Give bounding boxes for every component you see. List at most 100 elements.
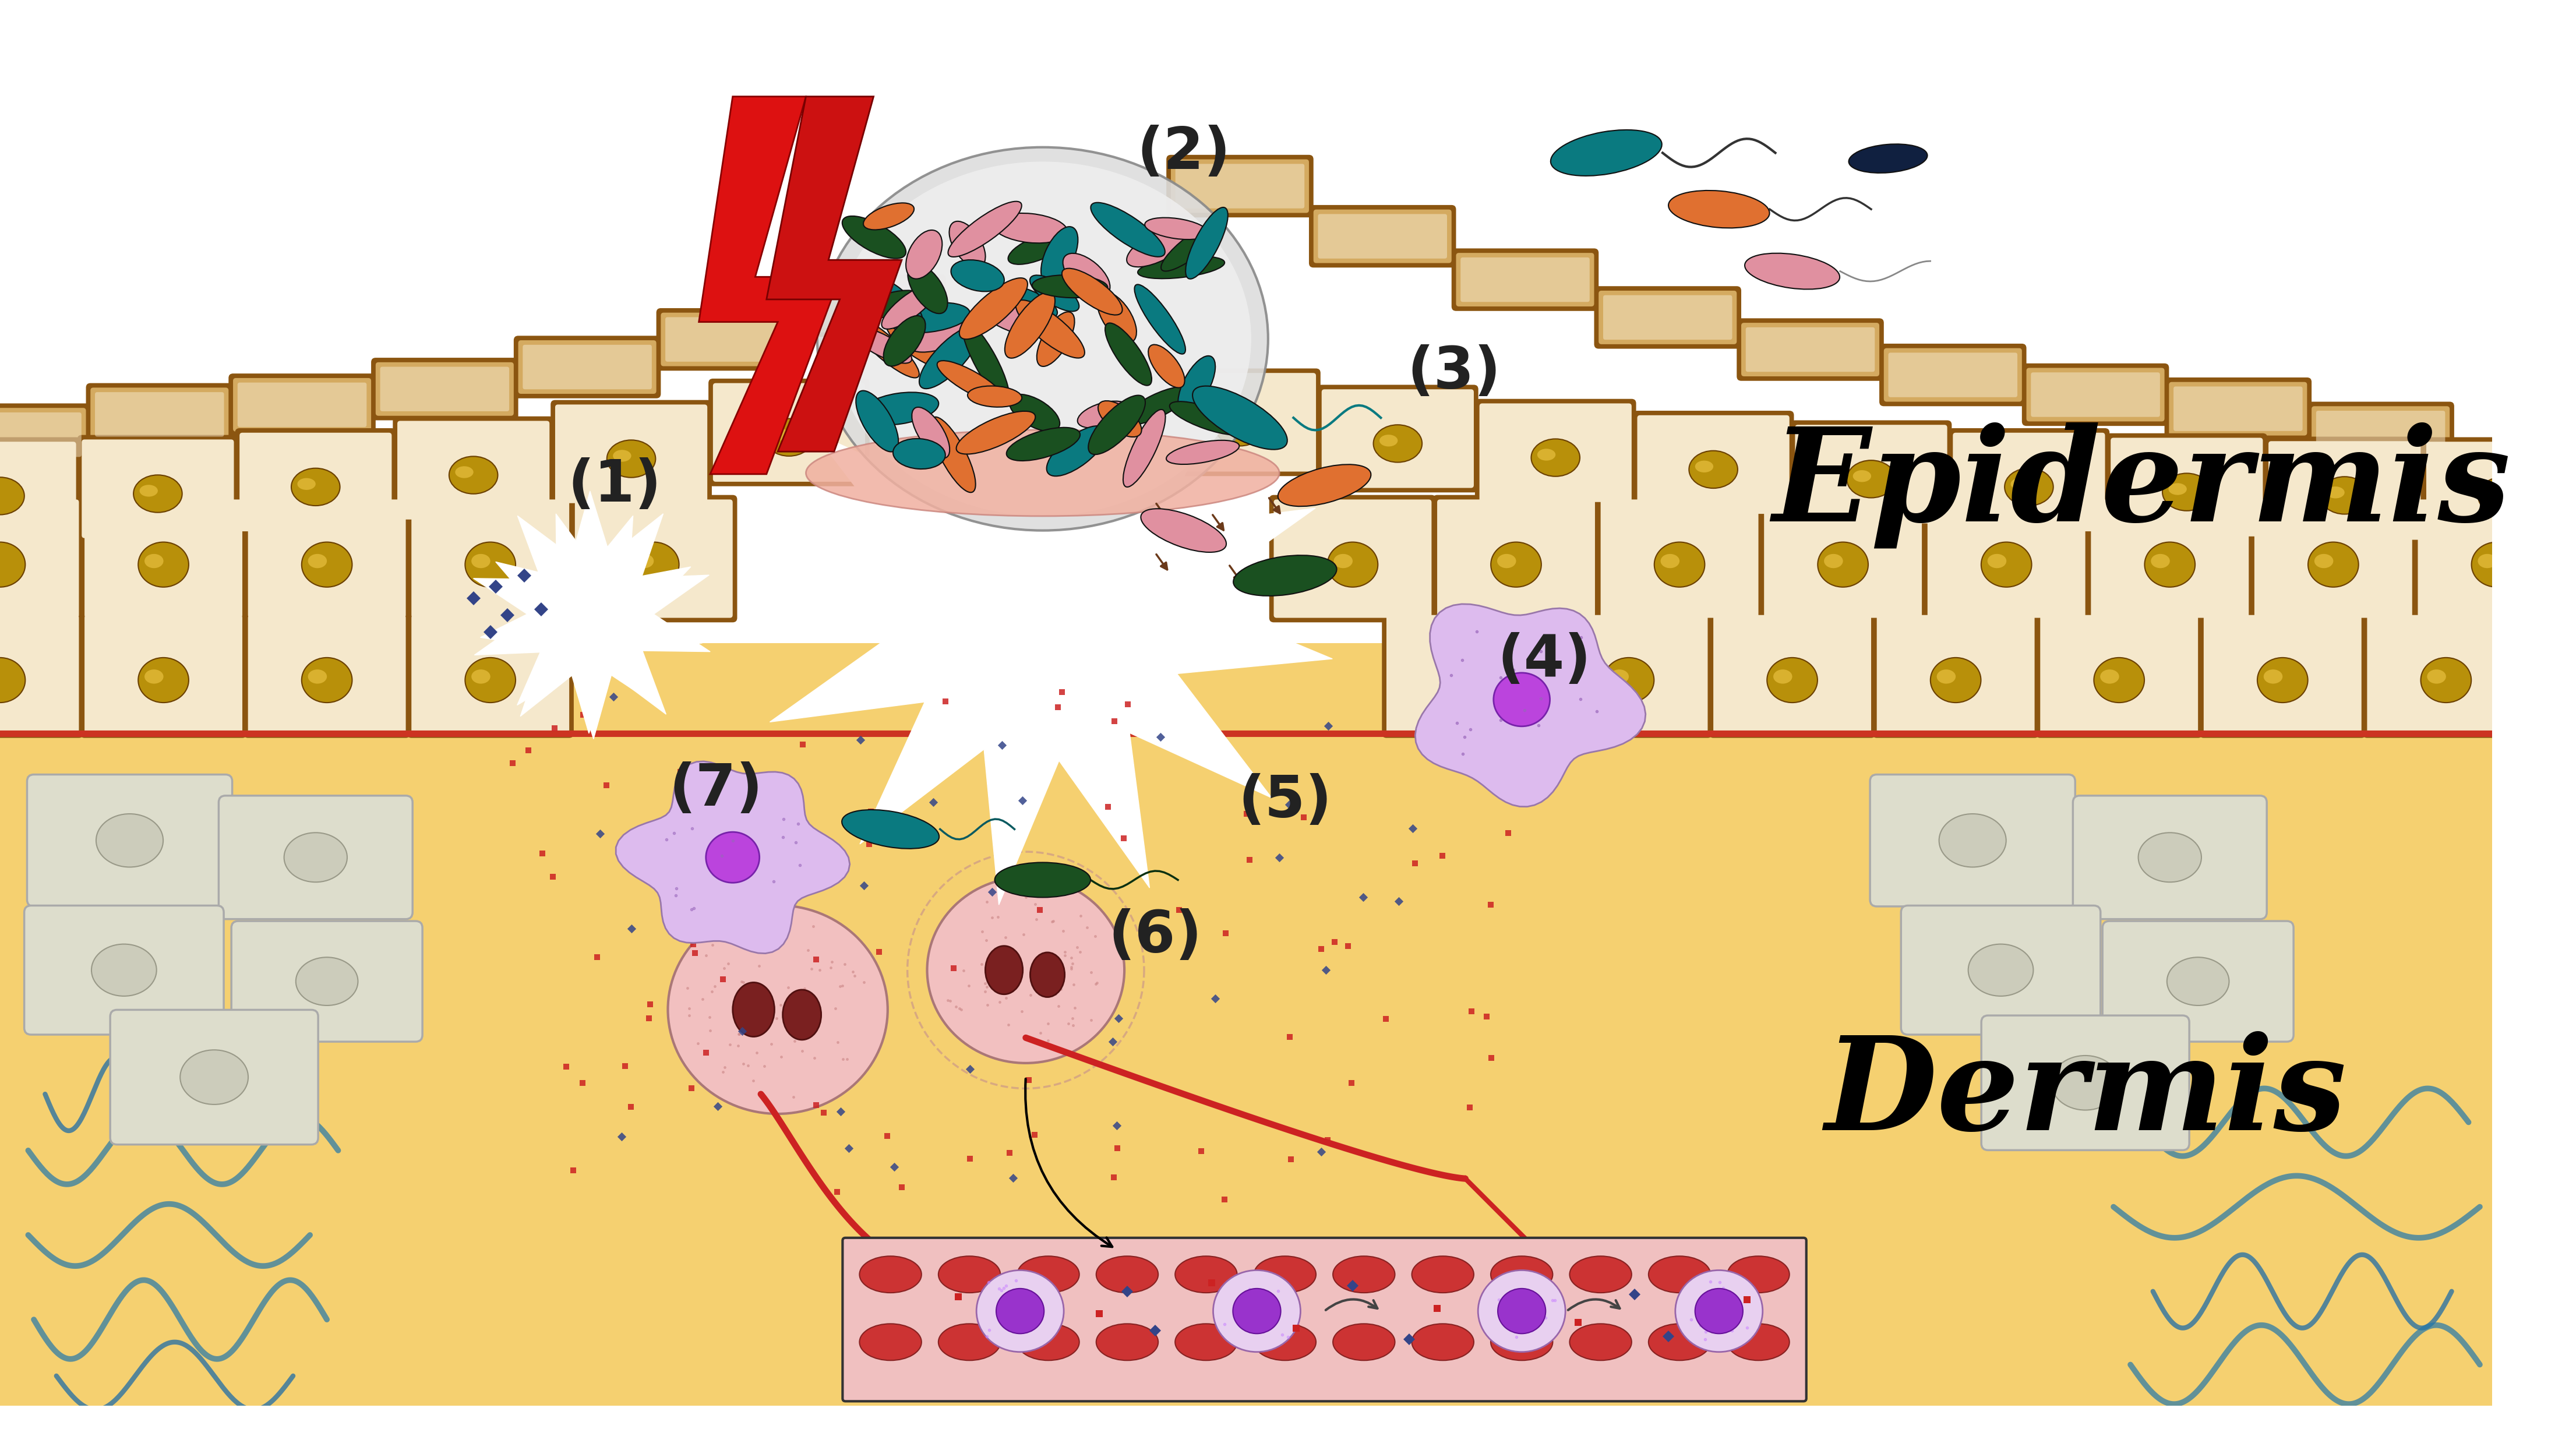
- Ellipse shape: [1373, 424, 1422, 463]
- Ellipse shape: [984, 946, 1023, 995]
- Ellipse shape: [180, 1050, 247, 1105]
- FancyBboxPatch shape: [1932, 504, 2081, 613]
- Ellipse shape: [2427, 669, 2447, 683]
- FancyBboxPatch shape: [1595, 286, 1741, 349]
- Point: [933, 956, 974, 979]
- Point: [1301, 1140, 1342, 1163]
- Point: [1476, 746, 1517, 769]
- Ellipse shape: [1497, 554, 1517, 569]
- Point: [672, 933, 714, 956]
- Ellipse shape: [608, 440, 654, 477]
- Ellipse shape: [871, 279, 922, 329]
- FancyBboxPatch shape: [1175, 164, 1303, 209]
- Ellipse shape: [1015, 300, 1084, 359]
- Point: [562, 703, 603, 726]
- FancyBboxPatch shape: [2208, 620, 2357, 729]
- Ellipse shape: [930, 417, 976, 493]
- Point: [1409, 735, 1450, 757]
- Ellipse shape: [2478, 554, 2496, 569]
- Point: [659, 760, 701, 783]
- FancyBboxPatch shape: [1600, 500, 1759, 617]
- Ellipse shape: [2138, 833, 2202, 882]
- Point: [1306, 959, 1347, 982]
- FancyBboxPatch shape: [2107, 433, 2267, 542]
- FancyBboxPatch shape: [2367, 614, 2524, 733]
- Ellipse shape: [765, 419, 814, 456]
- Ellipse shape: [770, 429, 788, 440]
- Point: [1270, 1147, 1311, 1170]
- Ellipse shape: [448, 456, 497, 494]
- Ellipse shape: [2094, 657, 2143, 703]
- Ellipse shape: [1141, 509, 1226, 552]
- FancyBboxPatch shape: [1278, 504, 1427, 613]
- Ellipse shape: [1334, 554, 1352, 569]
- Ellipse shape: [2321, 477, 2370, 514]
- Point: [951, 1057, 992, 1080]
- Point: [1229, 849, 1270, 872]
- Point: [592, 686, 634, 709]
- Point: [492, 752, 533, 775]
- FancyBboxPatch shape: [2022, 363, 2169, 426]
- Point: [783, 733, 824, 756]
- FancyBboxPatch shape: [559, 409, 703, 499]
- FancyBboxPatch shape: [2308, 402, 2455, 464]
- FancyBboxPatch shape: [1901, 906, 2099, 1035]
- Ellipse shape: [1569, 1256, 1631, 1293]
- FancyBboxPatch shape: [0, 442, 77, 540]
- FancyBboxPatch shape: [1551, 614, 1708, 733]
- FancyBboxPatch shape: [1741, 323, 1880, 376]
- Ellipse shape: [1551, 130, 1662, 176]
- FancyBboxPatch shape: [1927, 500, 2087, 617]
- Point: [1092, 1030, 1133, 1053]
- FancyBboxPatch shape: [1633, 410, 1793, 519]
- Ellipse shape: [976, 1270, 1064, 1352]
- Point: [580, 822, 621, 845]
- Ellipse shape: [994, 863, 1090, 897]
- FancyBboxPatch shape: [1888, 353, 2017, 397]
- Point: [762, 807, 804, 830]
- Ellipse shape: [997, 286, 1056, 319]
- Ellipse shape: [1494, 673, 1551, 726]
- Ellipse shape: [613, 450, 631, 462]
- Ellipse shape: [2483, 487, 2501, 499]
- FancyBboxPatch shape: [556, 404, 708, 503]
- FancyBboxPatch shape: [1167, 154, 1314, 217]
- FancyBboxPatch shape: [407, 494, 574, 623]
- FancyBboxPatch shape: [2362, 610, 2530, 737]
- FancyBboxPatch shape: [2045, 620, 2195, 729]
- FancyBboxPatch shape: [2110, 437, 2262, 536]
- Ellipse shape: [889, 303, 971, 333]
- Point: [703, 967, 744, 990]
- FancyBboxPatch shape: [1795, 424, 1947, 523]
- Ellipse shape: [1728, 1256, 1790, 1293]
- Ellipse shape: [1255, 1256, 1316, 1293]
- Ellipse shape: [1968, 945, 2032, 996]
- Ellipse shape: [951, 260, 1005, 292]
- Point: [773, 825, 814, 847]
- Point: [533, 866, 574, 889]
- Point: [1422, 845, 1463, 867]
- Ellipse shape: [1007, 427, 1079, 460]
- FancyBboxPatch shape: [415, 620, 564, 729]
- Ellipse shape: [948, 221, 987, 267]
- Ellipse shape: [2421, 657, 2470, 703]
- FancyBboxPatch shape: [111, 1010, 319, 1145]
- FancyBboxPatch shape: [245, 437, 386, 527]
- FancyBboxPatch shape: [95, 392, 224, 437]
- Point: [685, 839, 726, 862]
- Point: [817, 1180, 858, 1203]
- Ellipse shape: [894, 439, 945, 469]
- Ellipse shape: [958, 277, 1028, 339]
- Point: [1283, 806, 1324, 829]
- FancyBboxPatch shape: [2311, 406, 2450, 460]
- Text: (3): (3): [1406, 344, 1502, 402]
- FancyBboxPatch shape: [247, 614, 407, 733]
- Ellipse shape: [0, 657, 26, 703]
- FancyBboxPatch shape: [1947, 429, 2110, 536]
- Point: [672, 1076, 714, 1099]
- FancyBboxPatch shape: [2040, 614, 2197, 733]
- Point: [685, 1042, 726, 1065]
- Point: [600, 1125, 641, 1147]
- FancyBboxPatch shape: [2102, 922, 2293, 1042]
- Ellipse shape: [2004, 469, 2053, 506]
